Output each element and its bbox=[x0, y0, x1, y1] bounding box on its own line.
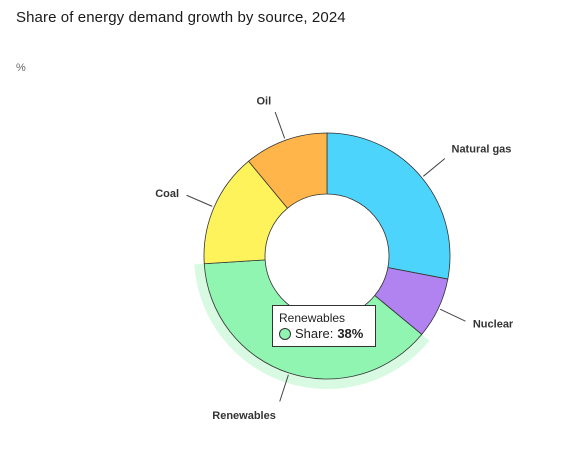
leader-natural-gas bbox=[422, 158, 446, 177]
tooltip-metric: Share: bbox=[295, 326, 334, 341]
label-oil: Oil bbox=[256, 95, 271, 107]
label-natural-gas: Natural gas bbox=[452, 144, 512, 156]
slice-natural-gas[interactable] bbox=[326, 132, 451, 280]
tooltip-series: Renewables bbox=[279, 311, 346, 325]
tooltip-value: 38% bbox=[337, 326, 364, 341]
leader-coal bbox=[186, 194, 213, 207]
unit-label: % bbox=[16, 62, 26, 74]
label-coal: Coal bbox=[155, 188, 179, 200]
leader-oil bbox=[274, 111, 286, 139]
label-nuclear: Nuclear bbox=[473, 319, 514, 331]
slice-oil[interactable] bbox=[248, 132, 328, 209]
tooltip: Renewables Share: 38% bbox=[272, 305, 376, 347]
leader-nuclear bbox=[439, 308, 466, 322]
hover-halo bbox=[194, 263, 430, 390]
chart-title: Share of energy demand growth by source,… bbox=[16, 9, 346, 26]
leader-renewables bbox=[279, 374, 289, 402]
label-renewables: Renewables bbox=[212, 410, 276, 422]
tooltip-marker bbox=[279, 328, 291, 340]
